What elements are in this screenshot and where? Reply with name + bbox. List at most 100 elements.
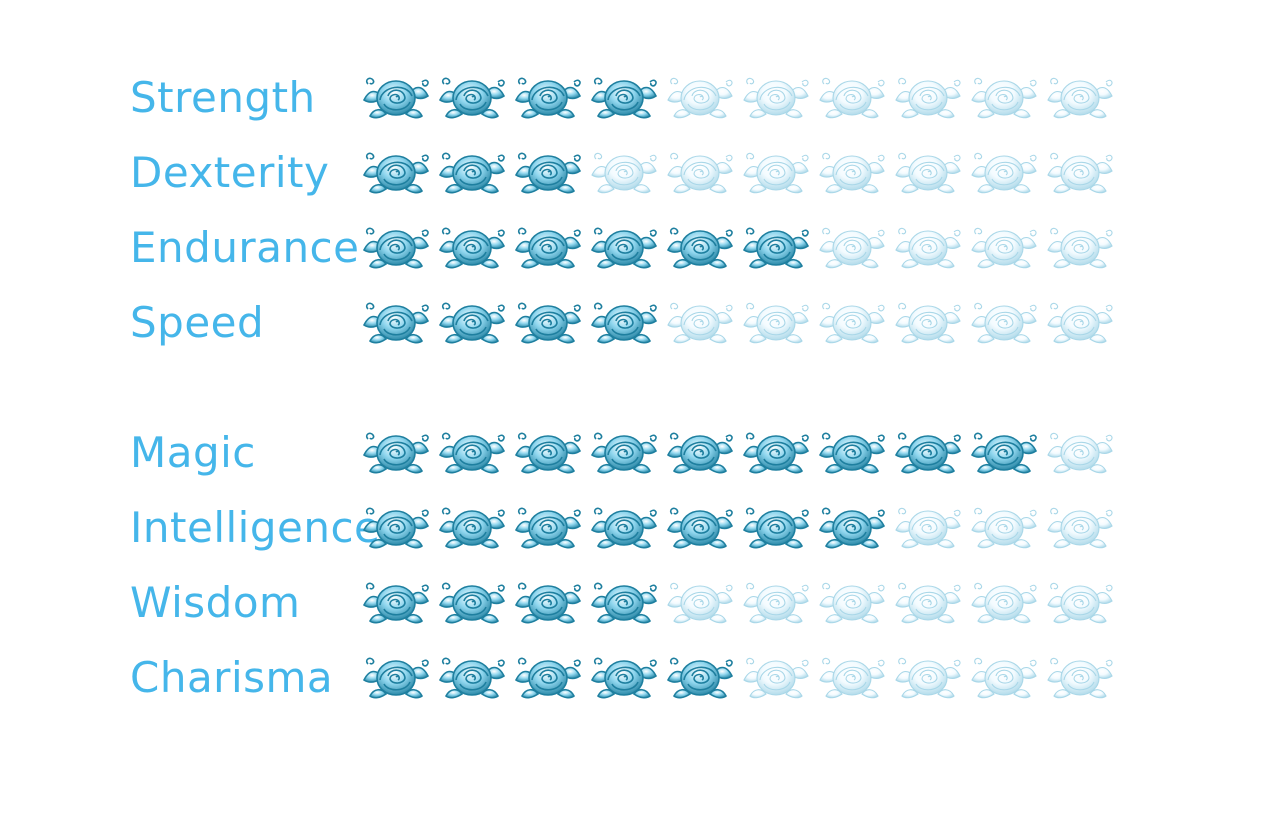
rose-icon-filled <box>514 302 582 344</box>
rating-icons <box>360 72 1116 124</box>
rose-icon-empty <box>743 582 809 623</box>
rose-icon-empty <box>819 657 885 698</box>
rose-icon-empty <box>819 77 885 118</box>
stat-row: Magic <box>130 415 1116 490</box>
stat-label: Charisma <box>130 653 334 702</box>
rose-icon-empty <box>667 152 733 193</box>
rose-icon-filled <box>362 227 430 269</box>
stat-label: Dexterity <box>130 148 330 197</box>
rose-icon-empty <box>1047 582 1113 623</box>
rose-icon-empty <box>895 152 961 193</box>
rose-icon-empty <box>1047 152 1113 193</box>
rose-icon-filled <box>894 432 962 474</box>
rose-icon-empty <box>971 302 1037 343</box>
stat-row: Wisdom <box>130 565 1116 640</box>
rose-icon-filled <box>514 507 582 549</box>
rose-icon-filled <box>590 657 658 699</box>
rose-icon-empty <box>895 77 961 118</box>
rose-icon-empty <box>895 507 961 548</box>
rose-icon-filled <box>590 432 658 474</box>
stat-label: Wisdom <box>130 578 301 627</box>
rose-icon-filled <box>742 432 810 474</box>
rose-icon-filled <box>438 152 506 194</box>
stat-row: Charisma <box>130 640 1116 715</box>
physical-stats-group: Strength Dexterity Endurance Speed <box>130 60 1116 360</box>
stat-row: Intelligence <box>130 490 1116 565</box>
stat-row: Strength <box>130 60 1116 135</box>
rose-icon-empty <box>743 657 809 698</box>
rose-icon-filled <box>514 77 582 119</box>
rose-icon-filled <box>362 152 430 194</box>
rose-icon-empty <box>971 152 1037 193</box>
rating-icons <box>360 297 1116 349</box>
rose-icon-filled <box>362 507 430 549</box>
rating-icons <box>360 222 1116 274</box>
rose-icon-empty <box>1047 507 1113 548</box>
rose-icon-filled <box>362 657 430 699</box>
rose-icon-filled <box>590 227 658 269</box>
rose-icon-filled <box>818 507 886 549</box>
rose-icon-empty <box>667 582 733 623</box>
rose-icon-filled <box>666 432 734 474</box>
rose-icon-empty <box>971 227 1037 268</box>
stat-row: Endurance <box>130 210 1116 285</box>
rose-icon-filled <box>362 582 430 624</box>
rose-icon-empty <box>1047 657 1113 698</box>
rose-icon-empty <box>819 582 885 623</box>
rose-icon-empty <box>971 657 1037 698</box>
rose-icon-filled <box>742 507 810 549</box>
stat-label: Intelligence <box>130 503 381 552</box>
rose-icon-empty <box>819 227 885 268</box>
rose-icon-empty <box>971 77 1037 118</box>
rose-icon-empty <box>591 152 657 193</box>
rose-icon-empty <box>1047 77 1113 118</box>
rating-icons <box>360 427 1116 479</box>
stat-row: Speed <box>130 285 1116 360</box>
rose-icon-filled <box>438 77 506 119</box>
rose-icon-filled <box>362 432 430 474</box>
stat-label: Endurance <box>130 223 360 272</box>
rose-icon-filled <box>514 432 582 474</box>
rose-icon-filled <box>666 657 734 699</box>
rose-icon-filled <box>362 77 430 119</box>
rose-icon-filled <box>438 582 506 624</box>
rating-icons <box>360 502 1116 554</box>
rose-icon-filled <box>742 227 810 269</box>
rose-icon-empty <box>743 302 809 343</box>
stat-label: Speed <box>130 298 265 347</box>
rose-icon-empty <box>667 77 733 118</box>
rose-icon-filled <box>818 432 886 474</box>
rose-icon-empty <box>895 227 961 268</box>
rose-icon-empty <box>971 582 1037 623</box>
rose-icon-filled <box>438 507 506 549</box>
rose-icon-filled <box>514 227 582 269</box>
rose-icon-filled <box>514 152 582 194</box>
rose-icon-empty <box>1047 227 1113 268</box>
rose-icon-empty <box>895 582 961 623</box>
stat-row: Dexterity <box>130 135 1116 210</box>
rose-icon-empty <box>895 657 961 698</box>
stat-label: Strength <box>130 73 316 122</box>
rose-icon-filled <box>590 302 658 344</box>
rose-icon-empty <box>1047 432 1113 473</box>
rose-icon-filled <box>666 227 734 269</box>
rose-icon-filled <box>438 302 506 344</box>
rose-icon-empty <box>971 507 1037 548</box>
rose-icon-empty <box>743 77 809 118</box>
rose-icon-filled <box>590 77 658 119</box>
rose-icon-filled <box>438 432 506 474</box>
rose-icon-empty <box>895 302 961 343</box>
stat-label: Magic <box>130 428 256 477</box>
rose-icon-filled <box>438 227 506 269</box>
rose-icon-empty <box>667 302 733 343</box>
rose-icon-empty <box>1047 302 1113 343</box>
rating-icons <box>360 147 1116 199</box>
rose-icon-filled <box>590 507 658 549</box>
mental-stats-group: Magic Intelligence Wisdom Charisma <box>130 415 1116 715</box>
rose-icon-filled <box>514 657 582 699</box>
rose-icon-empty <box>743 152 809 193</box>
rose-icon-filled <box>666 507 734 549</box>
rose-icon-empty <box>819 152 885 193</box>
rose-icon-filled <box>970 432 1038 474</box>
